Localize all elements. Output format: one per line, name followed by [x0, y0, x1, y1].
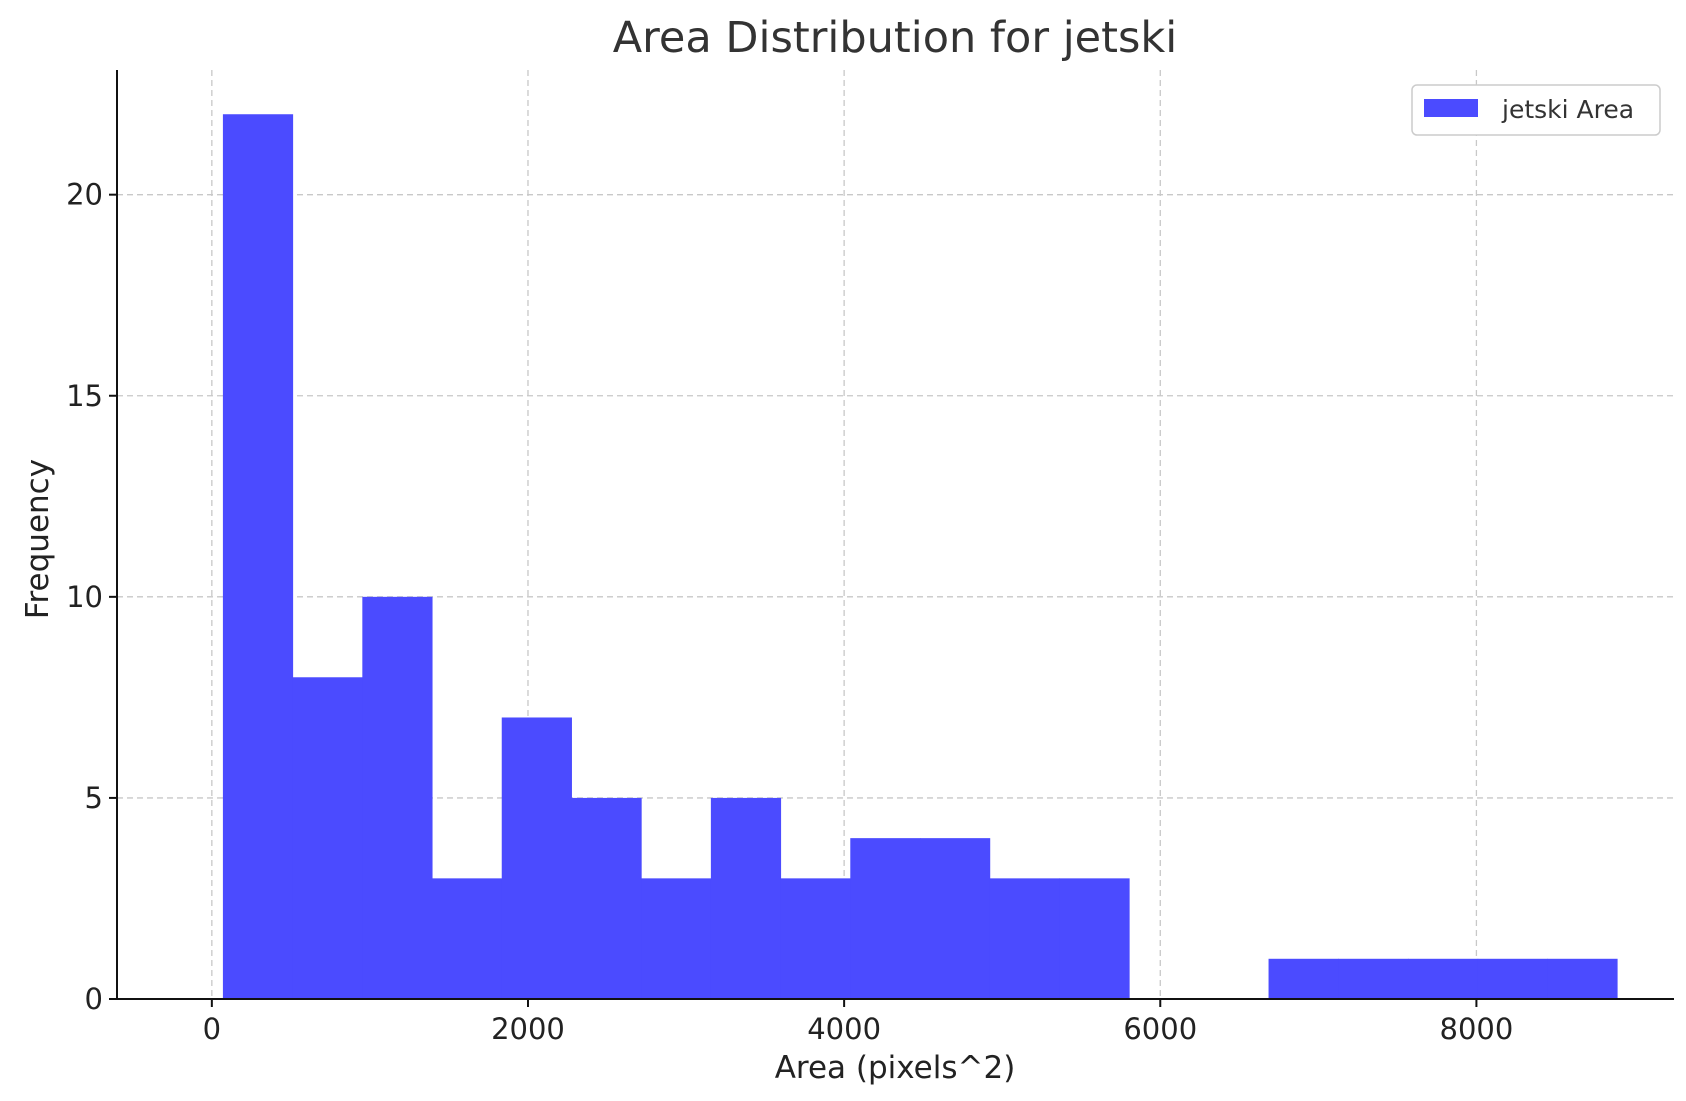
histogram-bar — [989, 878, 1060, 999]
histogram-bar — [571, 797, 642, 999]
y-tick-label: 20 — [66, 178, 103, 212]
histogram-bar — [1407, 958, 1479, 999]
legend-box — [1411, 84, 1661, 136]
histogram-bar — [222, 114, 294, 999]
x-tick-label: 4000 — [807, 1012, 881, 1046]
y-tick-label: 10 — [66, 580, 103, 614]
histogram-bar — [362, 596, 433, 999]
x-tick-label: 2000 — [491, 1012, 565, 1046]
bars-layer — [222, 114, 1618, 999]
ticks-layer: 0 2000 4000 6000 8000 0 5 10 15 20 — [66, 178, 1513, 1046]
y-tick-label: 5 — [85, 781, 103, 815]
histogram-bar — [1059, 878, 1130, 999]
histogram-bar — [501, 717, 572, 999]
histogram-bar — [432, 878, 503, 999]
histogram-bar — [292, 677, 363, 999]
y-tick-label: 15 — [66, 379, 103, 413]
histogram-bar — [1477, 958, 1548, 999]
legend: jetski Area — [1411, 84, 1661, 136]
x-tick-label: 0 — [203, 1012, 221, 1046]
x-tick-label: 8000 — [1440, 1012, 1514, 1046]
y-tick-label: 0 — [85, 982, 103, 1016]
histogram-bar — [641, 878, 712, 999]
histogram-bar — [850, 838, 921, 999]
histogram-bar — [1338, 958, 1409, 999]
chart-title: Area Distribution for jetski — [613, 13, 1177, 63]
histogram-bar — [1547, 958, 1618, 999]
histogram-bar — [780, 878, 851, 999]
legend-label: jetski Area — [1501, 95, 1634, 124]
histogram-bar — [920, 838, 991, 999]
legend-swatch — [1424, 99, 1478, 117]
x-axis-label: Area (pixels^2) — [775, 1050, 1016, 1086]
histogram-bar — [710, 797, 782, 999]
axes-layer — [116, 70, 1674, 1000]
y-axis-label: Frequency — [20, 459, 56, 619]
x-tick-label: 6000 — [1123, 1012, 1197, 1046]
histogram-bar — [1268, 958, 1339, 999]
